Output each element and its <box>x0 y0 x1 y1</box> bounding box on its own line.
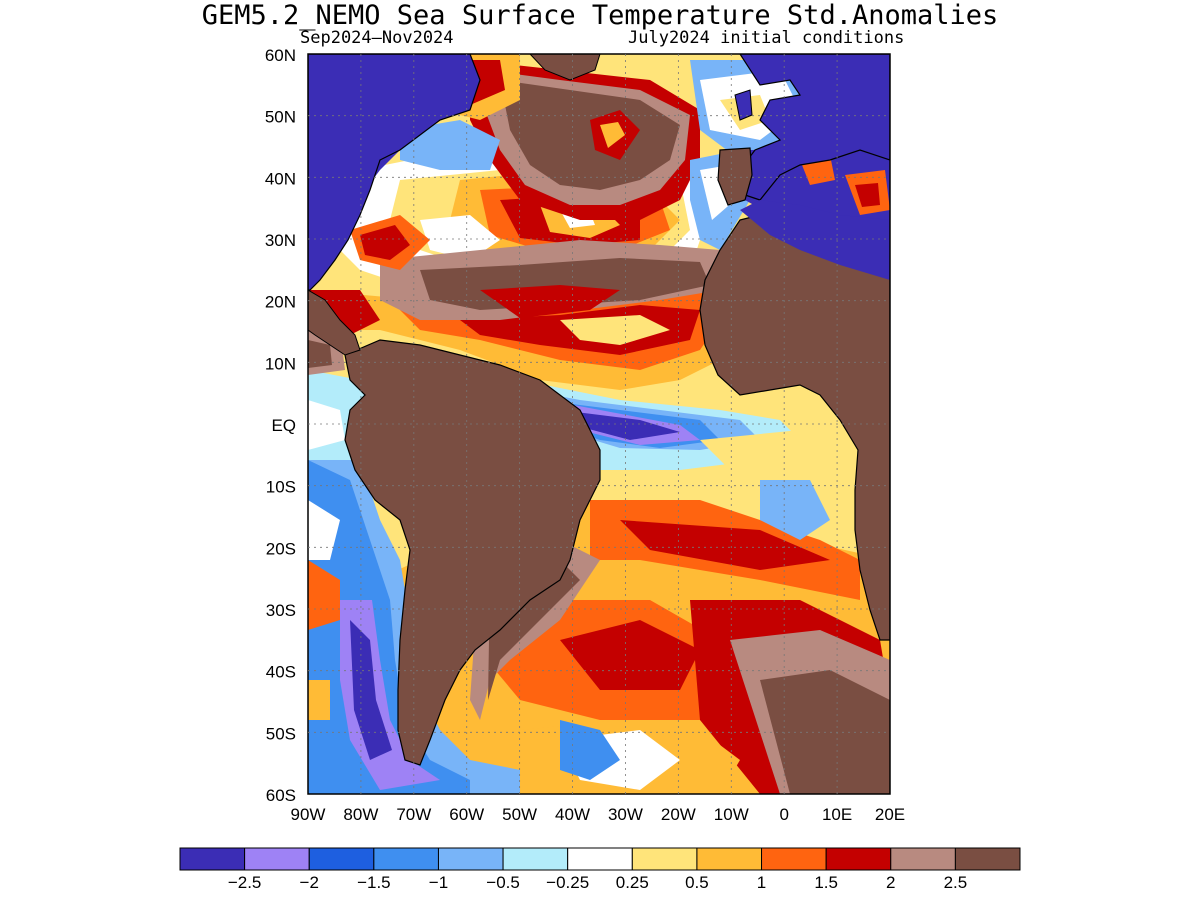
colorbar-label: −2.5 <box>228 873 262 892</box>
lat-label: 20S <box>266 539 296 558</box>
colorbar-label: 1.5 <box>814 873 838 892</box>
colorbar-label: −1 <box>429 873 448 892</box>
colorbar-swatch <box>696 847 763 871</box>
forecast-period: Sep2024—Nov2024 <box>300 28 454 48</box>
colorbar-label: −0.5 <box>486 873 520 892</box>
lon-label: 80W <box>343 805 378 824</box>
lon-label: 0 <box>779 805 788 824</box>
longitude-labels: 90W 80W 70W 60W 50W 40W 30W 20W 10W 0 10E 20E <box>291 805 906 824</box>
lat-label: 10N <box>265 354 296 373</box>
lon-label: 20W <box>661 805 696 824</box>
colorbar-label: −0.25 <box>546 873 589 892</box>
lon-label: 90W <box>291 805 326 824</box>
colorbar-swatch <box>373 847 439 871</box>
lat-label: 50S <box>266 724 296 743</box>
colorbar-label: −1.5 <box>357 873 391 892</box>
colorbar-swatch <box>179 847 246 871</box>
colorbar-swatch <box>631 847 698 871</box>
lon-label: 70W <box>396 805 431 824</box>
colorbar-swatch <box>890 847 956 871</box>
colorbar-label: 0.5 <box>685 873 709 892</box>
lon-label: 10W <box>714 805 749 824</box>
lon-label: 10E <box>822 805 852 824</box>
lat-label: 30S <box>266 601 296 620</box>
south-america-landmass <box>344 339 601 766</box>
lat-label: 30N <box>265 231 296 250</box>
colorbar-label: 0.25 <box>616 873 649 892</box>
colorbar-labels: −2.5 −2 −1.5 −1 −0.5 −0.25 0.25 0.5 1 1.5 2 2.5 <box>228 873 967 892</box>
lat-label: 20N <box>265 293 296 312</box>
colorbar-swatch <box>954 847 1021 871</box>
colorbar <box>179 847 1021 871</box>
colorbar-swatch <box>825 847 892 871</box>
colorbar-label: 1 <box>757 873 766 892</box>
lon-label: 20E <box>875 805 905 824</box>
lat-label: 60N <box>265 46 296 65</box>
colorbar-swatch <box>502 847 569 871</box>
colorbar-swatch <box>761 847 827 871</box>
colorbar-label: 2 <box>886 873 895 892</box>
colorbar-swatch <box>244 847 310 871</box>
gridlines <box>308 54 890 794</box>
colorbar-swatch <box>567 847 633 871</box>
lat-label: 40N <box>265 169 296 188</box>
latitude-labels: 60N 50N 40N 30N 20N 10N EQ 10S 20S 30S 40S 50S 60S <box>265 46 296 805</box>
africa-landmass <box>699 209 890 641</box>
sst-anomaly-field <box>308 54 890 794</box>
map-title: GEM5.2_NEMO Sea Surface Temperature Std.… <box>201 0 999 31</box>
lat-label: EQ <box>271 416 296 435</box>
initial-conditions: July2024 initial conditions <box>628 28 905 48</box>
colorbar-label: 2.5 <box>944 873 968 892</box>
north-america-landmass <box>308 54 481 291</box>
lon-label: 30W <box>608 805 643 824</box>
lat-label: 40S <box>266 663 296 682</box>
colorbar-label: −2 <box>300 873 319 892</box>
lat-label: 60S <box>266 786 296 805</box>
colorbar-swatch <box>437 847 504 871</box>
lat-label: 10S <box>266 478 296 497</box>
lon-label: 40W <box>555 805 590 824</box>
colorbar-swatch <box>308 847 375 871</box>
lat-label: 50N <box>265 108 296 127</box>
lon-label: 60W <box>449 805 484 824</box>
lon-label: 50W <box>502 805 537 824</box>
